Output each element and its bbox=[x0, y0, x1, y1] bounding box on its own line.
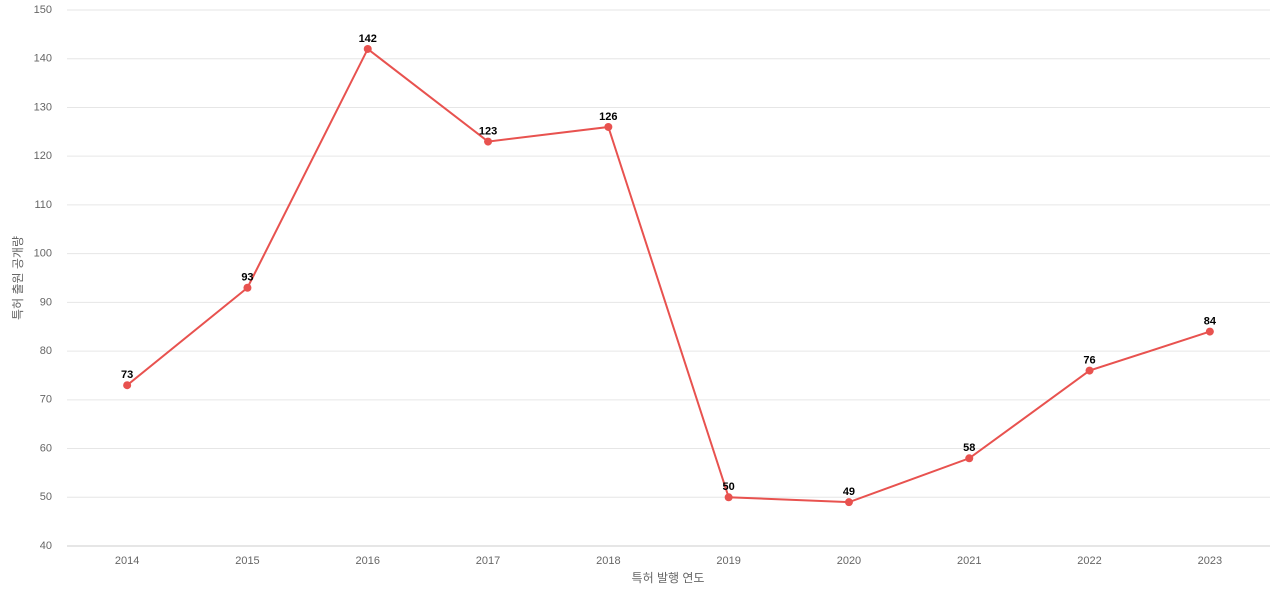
y-tick-label: 80 bbox=[40, 345, 52, 357]
y-tick-label: 130 bbox=[34, 101, 52, 113]
data-label: 50 bbox=[723, 481, 735, 493]
y-tick-label: 140 bbox=[34, 53, 52, 65]
x-tick-label: 2014 bbox=[115, 555, 139, 567]
point bbox=[604, 122, 613, 131]
data-label: 73 bbox=[121, 369, 133, 381]
y-tick-label: 110 bbox=[34, 199, 52, 211]
point bbox=[844, 498, 853, 507]
y-tick-label: 100 bbox=[34, 248, 52, 260]
y-tick-label: 50 bbox=[40, 491, 52, 503]
x-tick-label: 2019 bbox=[716, 555, 740, 567]
y-tick-label: 150 bbox=[34, 4, 52, 16]
y-tick-label: 90 bbox=[40, 296, 52, 308]
y-tick-label: 70 bbox=[40, 394, 52, 406]
x-tick-label: 2020 bbox=[837, 555, 861, 567]
data-label: 58 bbox=[963, 442, 975, 454]
y-tick-label: 120 bbox=[34, 150, 52, 162]
data-label: 84 bbox=[1204, 316, 1217, 328]
data-label: 126 bbox=[599, 111, 617, 123]
x-tick-label: 2016 bbox=[356, 555, 380, 567]
point bbox=[484, 137, 493, 146]
x-tick-label: 2022 bbox=[1077, 555, 1101, 567]
point bbox=[965, 454, 974, 463]
point bbox=[123, 381, 132, 390]
x-axis-label: 특허 발행 연도 bbox=[632, 570, 705, 585]
y-tick-label: 40 bbox=[40, 540, 52, 552]
point bbox=[1085, 366, 1094, 375]
x-tick-label: 2021 bbox=[957, 555, 981, 567]
point bbox=[243, 283, 252, 292]
x-tick-label: 2023 bbox=[1198, 555, 1222, 567]
point bbox=[363, 44, 372, 53]
y-tick-label: 60 bbox=[40, 442, 52, 454]
data-label: 142 bbox=[359, 33, 377, 45]
line bbox=[126, 47, 1211, 504]
point bbox=[1205, 327, 1214, 336]
point bbox=[724, 493, 733, 502]
x-tick-label: 2017 bbox=[476, 555, 500, 567]
data-label: 123 bbox=[479, 125, 497, 137]
x-tick-label: 2015 bbox=[235, 555, 259, 567]
data-label: 93 bbox=[241, 272, 253, 284]
data-label: 76 bbox=[1083, 354, 1095, 366]
x-tick-label: 2018 bbox=[596, 555, 620, 567]
data-label: 49 bbox=[843, 486, 855, 498]
y-axis-label: 특허 출원 공개량 bbox=[11, 236, 25, 320]
